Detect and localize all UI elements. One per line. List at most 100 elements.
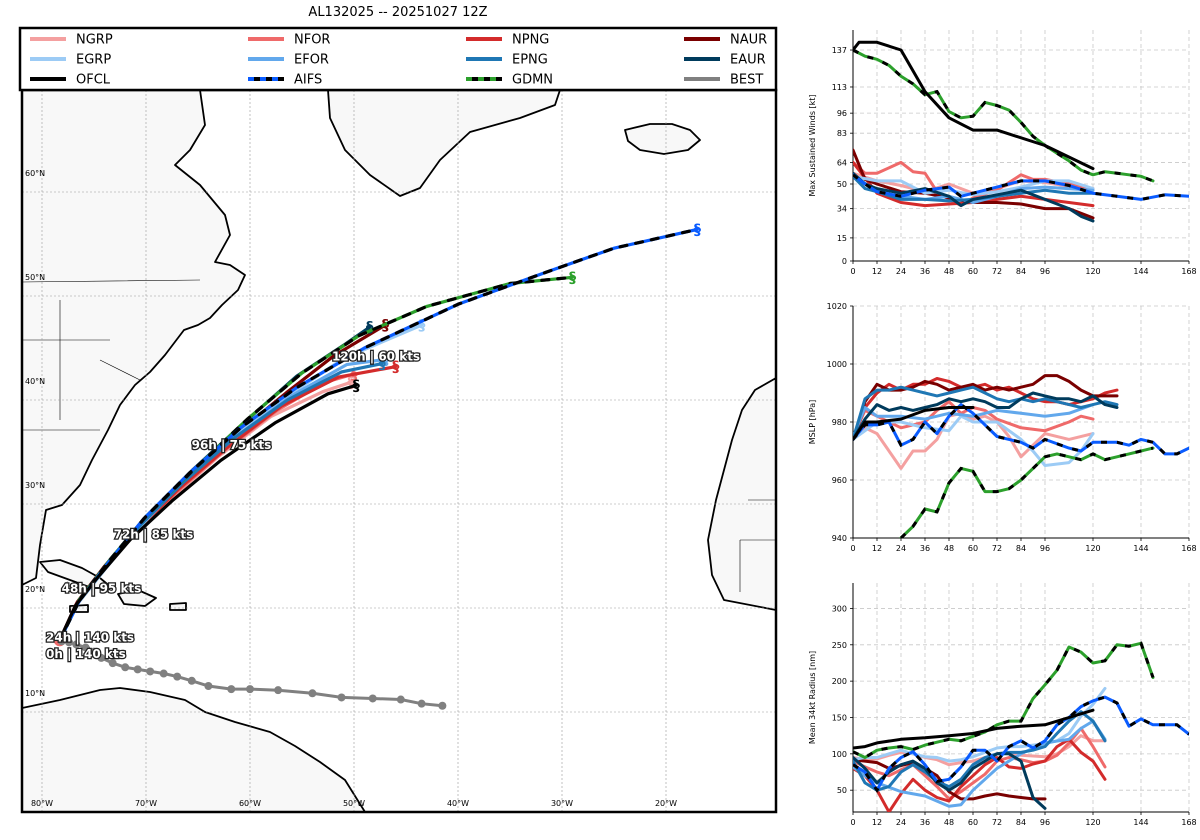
y-tick-label: 137 — [832, 46, 847, 55]
panel-2: 0 12 24 36 48 60 72 84 96 120 144 168 940 960 980 1000 1… — [808, 302, 1197, 553]
x-tick-label: 144 — [1133, 267, 1148, 276]
y-tick-label: 50 — [837, 786, 847, 795]
best-track-point — [81, 643, 90, 652]
series-ofcl — [853, 40, 1095, 171]
series-aifs-dash — [853, 695, 1189, 794]
lat-tick-label: 20°N — [25, 585, 45, 594]
legend-frame — [18, 26, 778, 92]
y-tick-label: 0 — [842, 257, 847, 266]
y-tick-label: 15 — [837, 234, 847, 243]
track-endpoint-icon: § — [352, 376, 360, 394]
best-track-point — [187, 676, 196, 685]
series-epng — [853, 710, 1107, 792]
panel-1: 0 12 24 36 48 60 72 84 96 120 144 168 0 15 34 50 64 83 96 1… — [808, 30, 1197, 276]
legend-label: BEST — [730, 73, 763, 88]
track-endpoint-icon: § — [418, 316, 426, 334]
best-track-point — [227, 685, 236, 694]
land-puerto-rico — [169, 602, 187, 611]
series-eaur — [853, 171, 1095, 223]
x-tick-label: 48 — [944, 818, 954, 827]
x-tick-label: 48 — [944, 267, 954, 276]
x-tick-label: 0 — [850, 267, 855, 276]
track-endpoint-icon: § — [693, 220, 701, 238]
lon-tick-label: 30°W — [551, 799, 573, 808]
series-egrp — [853, 686, 1107, 763]
y-tick-label: 200 — [832, 677, 847, 686]
best-track-point — [396, 695, 405, 704]
best-track-point — [417, 699, 426, 708]
series-ofcl — [853, 708, 1095, 750]
land-iceland — [624, 123, 701, 155]
legend-item-eaur: EAUR — [684, 53, 766, 68]
legend-item-efor: EFOR — [248, 53, 329, 68]
series-aifs-dash — [853, 402, 1189, 456]
series-group — [853, 40, 1189, 223]
best-track-point — [146, 667, 155, 676]
legend-label: EGRP — [76, 53, 111, 68]
legend-item-best: BEST — [684, 73, 763, 88]
x-tick-label: 96 — [1040, 267, 1050, 276]
forecast-hour-labels: 0h | 140 kts 24h | 140 kts 48h | 95 kts 72h… — [45, 348, 422, 662]
x-tick-label: 36 — [920, 818, 930, 827]
best-track-point — [246, 685, 254, 694]
lat-tick-label: 10°N — [25, 689, 45, 698]
y-axis-label: Mean 34kt Radius [nm] — [808, 651, 817, 744]
track-endpoint-icon: § — [378, 355, 386, 373]
y-tick-label: 64 — [837, 158, 847, 167]
x-tick-label: 60 — [968, 267, 978, 276]
y-tick-label: 150 — [832, 713, 847, 722]
track-endpoint-icon: § — [392, 358, 400, 376]
legend-label: EPNG — [512, 53, 548, 68]
x-tick-label: 96 — [1040, 544, 1050, 553]
forecast-label: 48h | 95 kts — [62, 581, 142, 595]
y-axis-label: Max Sustained Winds [kt] — [808, 94, 817, 196]
series-gdmn — [853, 48, 1155, 183]
x-tick-label: 96 — [1040, 818, 1050, 827]
series-efor — [853, 719, 1107, 808]
x-tick-label: 36 — [920, 267, 930, 276]
best-track-point — [133, 665, 142, 674]
track-map: §§ §§ §§§§§§§ 0h | 140 kts 24h | 140 kts 48h… — [20, 88, 778, 814]
legend-label: AIFS — [294, 73, 322, 88]
legend-label: EFOR — [294, 53, 329, 68]
legend-item-gdmn: GDMN — [466, 73, 553, 88]
x-tick-label: 60 — [968, 818, 978, 827]
x-tick-label: 48 — [944, 544, 954, 553]
lat-tick-label: 40°N — [25, 377, 45, 386]
x-tick-label: 84 — [1016, 267, 1026, 276]
y-tick-label: 83 — [837, 129, 847, 138]
x-tick-label: 120 — [1085, 818, 1100, 827]
forecast-tracks: §§ §§ §§§§§§§ — [53, 220, 701, 647]
best-track — [57, 637, 447, 710]
legend-label: NAUR — [730, 33, 767, 48]
legend-item-naur: NAUR — [684, 33, 767, 48]
legend-item-ofcl: OFCL — [30, 73, 111, 88]
best-track-point — [159, 669, 168, 678]
x-tick-label: 120 — [1085, 544, 1100, 553]
best-track-point — [121, 663, 130, 672]
land-north-america — [22, 90, 246, 586]
x-tick-label: 84 — [1016, 818, 1026, 827]
y-tick-label: 100 — [832, 750, 847, 759]
x-tick-label: 72 — [992, 544, 1002, 553]
y-tick-label: 1020 — [827, 302, 847, 311]
y-tick-label: 96 — [837, 109, 847, 118]
y-tick-label: 250 — [832, 641, 847, 650]
x-tick-label: 168 — [1181, 544, 1196, 553]
x-tick-label: 144 — [1133, 818, 1148, 827]
x-tick-label: 24 — [896, 544, 906, 553]
legend-label: NFOR — [294, 33, 330, 48]
map-tick-labels: 80°W 70°W 60°W 50°W 40°W 30°W 20°W 10°N 20°N 30°N… — [25, 169, 677, 808]
forecast-label: 24h | 140 kts — [46, 630, 134, 644]
series-npng — [853, 737, 1107, 812]
intensity-panels: 0 12 24 36 48 60 72 84 96 120 144 16801534506483961… — [808, 30, 1197, 827]
series-ofcl — [853, 406, 975, 441]
legend-item-nfor: NFOR — [248, 33, 330, 48]
best-track-point — [57, 637, 66, 646]
best-track-point — [65, 638, 74, 647]
best-track-point — [337, 693, 346, 702]
y-tick-label: 1000 — [827, 360, 847, 369]
x-tick-label: 84 — [1016, 544, 1026, 553]
best-track-point — [438, 701, 447, 710]
